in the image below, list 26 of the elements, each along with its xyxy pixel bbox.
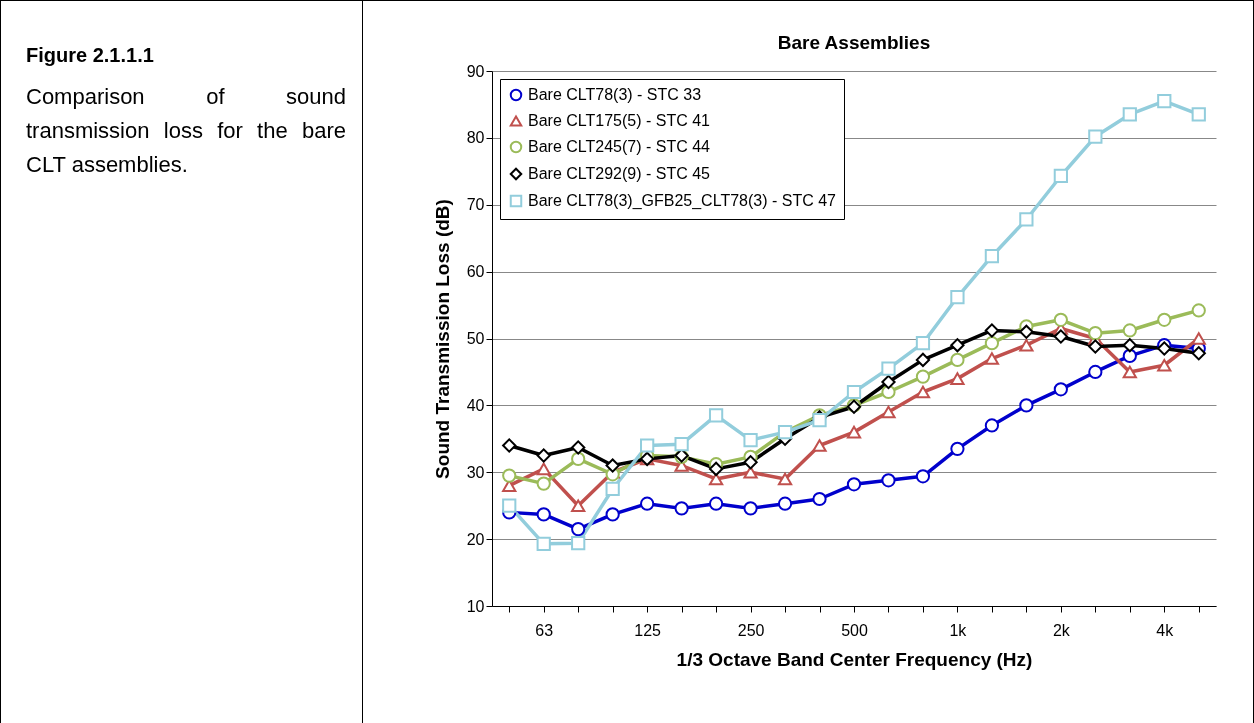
text: Comparison of sound transmission loss for the bare CLT assemblies. [26, 83, 346, 179]
y-tick-label: 30 [466, 463, 485, 481]
y-tick-label: 90 [466, 62, 485, 80]
legend-label: Bare CLT292(9) - STC 45 [528, 165, 711, 182]
legend-label: Bare CLT175(5) - STC 41 [528, 112, 711, 129]
y-tick-label: 80 [466, 129, 485, 147]
legend-label: Bare CLT245(7) - STC 44 [528, 138, 711, 155]
legend-label: Bare CLT78(3) - STC 33 [528, 86, 702, 103]
y-axis-title: Sound Transmission Loss (dB) [431, 199, 453, 479]
y-tick-label: 10 [466, 597, 485, 615]
legend-label: Bare CLT78(3)_GFB25_CLT78(3) - STC 47 [528, 192, 837, 210]
y-tick-label: 40 [466, 396, 485, 414]
x-tick-label: 63 [535, 621, 554, 639]
x-tick-label: 4k [1156, 621, 1175, 639]
x-tick-label: 125 [634, 621, 662, 639]
caption: Figure 2.1.1.1 [26, 44, 154, 67]
y-tick-label: 50 [466, 330, 485, 347]
x-tick-label: 2k [1052, 621, 1071, 639]
x-tick-label: 500 [841, 621, 868, 639]
y-tick-label: 20 [466, 530, 485, 548]
y-tick-label: 70 [466, 196, 485, 214]
x-tick-label: 250 [737, 621, 765, 639]
x-tick-label: 1k [949, 621, 968, 639]
y-tick-label: 60 [466, 263, 485, 281]
x-axis-title: 1/3 Octave Band Center Frequency (Hz) [676, 648, 1033, 670]
chart-title: Bare Assemblies [777, 32, 931, 53]
